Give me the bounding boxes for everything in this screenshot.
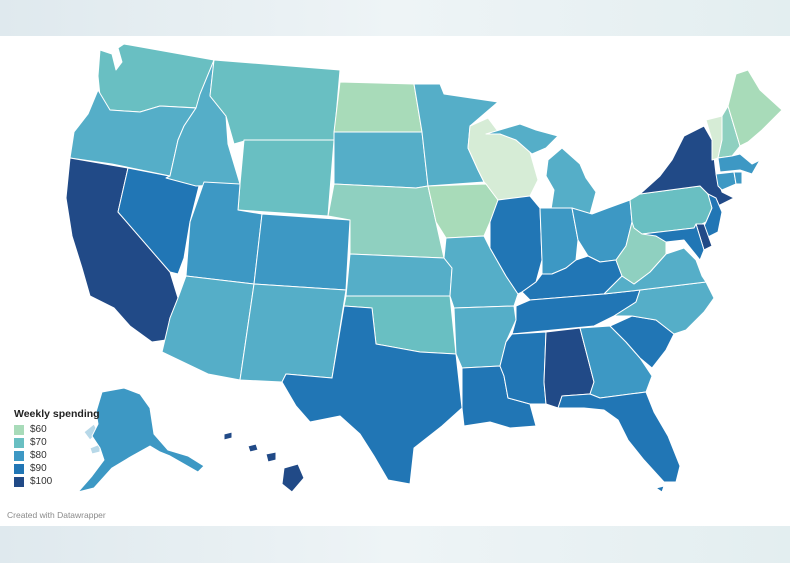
state-KS[interactable] xyxy=(345,253,453,297)
state-CT[interactable] xyxy=(715,171,737,191)
legend-label: $100 xyxy=(30,476,53,487)
map-frame: Weekly spending $60 $70 $80 $90 $100 Cre… xyxy=(0,36,790,526)
legend-item: $80 xyxy=(14,449,100,462)
legend-label: $90 xyxy=(30,463,47,474)
legend-swatch xyxy=(14,463,24,474)
state-NC[interactable] xyxy=(613,281,715,335)
state-ND[interactable] xyxy=(333,81,423,133)
legend-swatch xyxy=(14,437,24,448)
state-WY[interactable] xyxy=(237,139,335,217)
state-IA[interactable] xyxy=(427,183,499,239)
legend-item: $70 xyxy=(14,436,100,449)
datawrapper-credit[interactable]: Created with Datawrapper xyxy=(7,510,106,520)
state-MT[interactable] xyxy=(209,59,341,145)
state-MA[interactable] xyxy=(717,153,761,175)
legend-title: Weekly spending xyxy=(14,408,100,420)
legend-label: $80 xyxy=(30,450,47,461)
state-TX[interactable] xyxy=(281,305,463,485)
state-SD[interactable] xyxy=(333,131,429,189)
state-MD[interactable] xyxy=(641,223,705,261)
us-choropleth-map xyxy=(65,43,783,493)
state-NM[interactable] xyxy=(239,283,347,383)
state-RI[interactable] xyxy=(733,171,743,185)
state-AK[interactable] xyxy=(77,387,205,493)
legend-item: $60 xyxy=(14,423,100,436)
legend-swatch xyxy=(14,450,24,461)
state-WA[interactable] xyxy=(97,43,215,113)
state-MS[interactable] xyxy=(499,331,547,405)
map-legend: Weekly spending $60 $70 $80 $90 $100 xyxy=(14,408,100,488)
state-ME[interactable] xyxy=(727,69,783,147)
legend-item: $100 xyxy=(14,475,100,488)
legend-label: $60 xyxy=(30,424,47,435)
state-CO[interactable] xyxy=(253,213,351,291)
state-FL-keys xyxy=(655,485,665,493)
legend-swatch xyxy=(14,424,24,435)
state-NV[interactable] xyxy=(117,167,201,275)
legend-item: $90 xyxy=(14,462,100,475)
legend-label: $70 xyxy=(30,437,47,448)
legend-swatch xyxy=(14,476,24,487)
state-HI[interactable] xyxy=(223,431,305,493)
state-FL[interactable] xyxy=(557,391,681,483)
